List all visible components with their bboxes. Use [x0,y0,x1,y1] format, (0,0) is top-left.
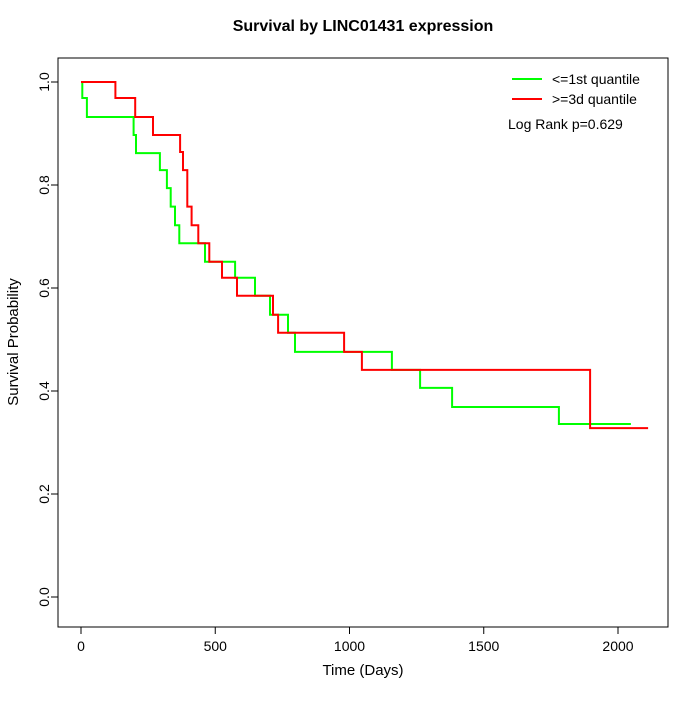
y-tick-label: 1.0 [36,72,52,92]
km-curve-low [81,81,631,425]
plot-box [57,57,669,628]
y-tick-label: 0.6 [36,278,52,298]
chart-title: Survival by LINC01431 expression [233,18,494,35]
log-rank-pvalue: Log Rank p=0.629 [508,116,623,132]
x-tick-label: 0 [77,638,85,654]
x-tick-label: 1500 [468,638,499,654]
y-tick-label: 0.4 [36,381,52,401]
x-tick-label: 1000 [334,638,365,654]
y-axis-label: Survival Probability [5,278,22,406]
legend-label-1st-quantile: <=1st quantile [552,71,640,87]
y-tick-label: 0.2 [36,484,52,504]
legend-label-3d-quantile: >=3d quantile [552,91,637,107]
y-axis-ticks: 0.0 0.2 0.4 0.6 0.8 1.0 [36,72,58,607]
x-tick-label: 2000 [602,638,633,654]
survival-curves [81,81,649,430]
km-curve-high [81,81,649,430]
x-axis-label: Time (Days) [322,662,403,679]
y-tick-label: 0.0 [36,587,52,607]
x-tick-label: 500 [204,638,228,654]
x-axis-ticks: 0 500 1000 1500 2000 [77,627,634,654]
y-tick-label: 0.8 [36,175,52,195]
